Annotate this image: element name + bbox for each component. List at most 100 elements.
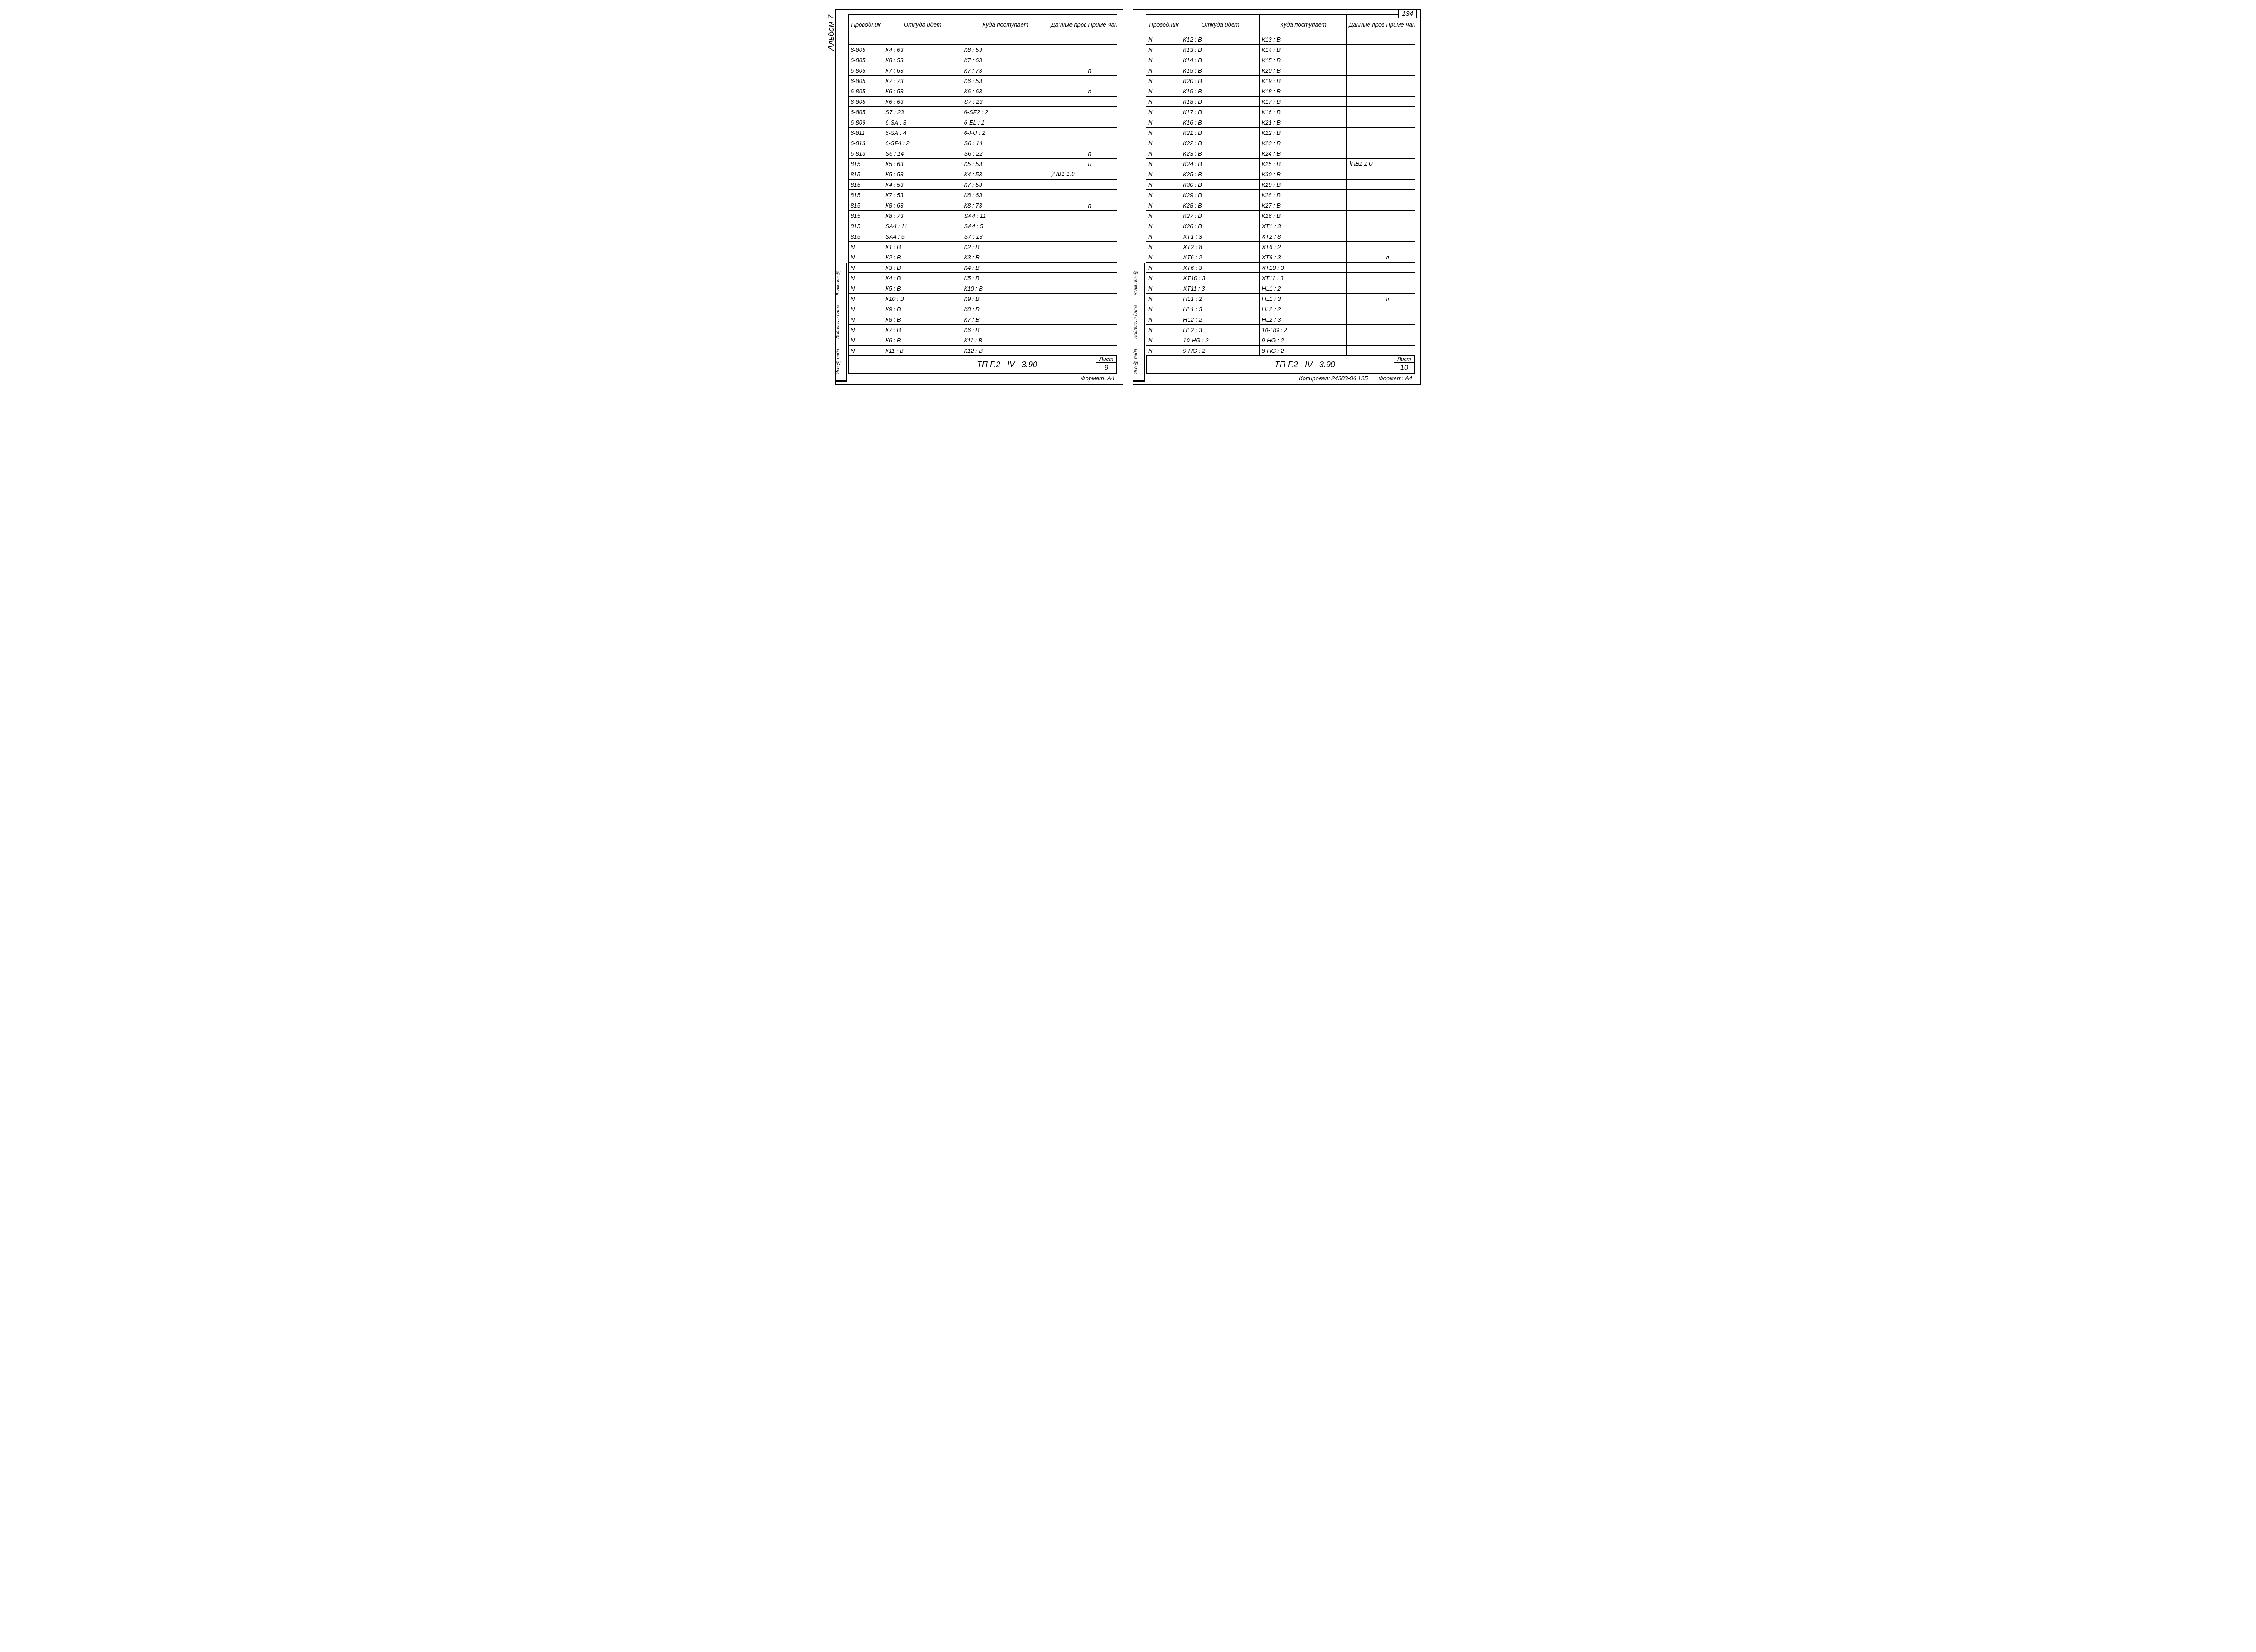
table-row: NК21 : ВК22 : В [1146,128,1415,138]
table-cell: XT1 : 3 [1260,221,1347,231]
title-block-spacer [849,356,918,373]
table-cell: К7 : 73 [962,65,1049,76]
table-cell: К28 : В [1181,200,1260,211]
table-cell [1347,283,1384,294]
table-row: 6-805К4 : 63К8 : 53 [849,45,1117,55]
table-row: NHL2 : 2HL2 : 3 [1146,314,1415,325]
table-cell [1384,128,1415,138]
table-row: 815SA4 : 5S7 : 13 [849,231,1117,242]
table-cell [1384,346,1415,356]
table-cell: N [1146,325,1181,335]
table-cell: XT10 : 3 [1181,273,1260,283]
table-cell [1347,200,1384,211]
table-cell [1384,65,1415,76]
table-cell [1086,128,1117,138]
table-cell: 6-809 [849,117,883,128]
table-cell: К15 : В [1181,65,1260,76]
table-cell: К12 : В [962,346,1049,356]
table-cell: 815 [849,231,883,242]
table-cell: N [849,325,883,335]
table-cell: К29 : В [1181,190,1260,200]
title-block-spacer [1147,356,1216,373]
table-cell: К22 : В [1181,138,1260,148]
table-row: NК28 : ВК27 : В [1146,200,1415,211]
header-from: Откуда идет [1181,15,1260,34]
table-cell: S6 : 22 [962,148,1049,159]
table-row: 815К8 : 63К8 : 73п [849,200,1117,211]
table-cell [1347,273,1384,283]
table-cell [1049,128,1086,138]
table-cell: К8 : 73 [883,211,962,221]
table-cell: N [1146,65,1181,76]
table-cell: К8 : В [962,304,1049,314]
table-cell: К8 : 63 [883,200,962,211]
table-row: NHL1 : 2HL1 : 3п [1146,294,1415,304]
footer-left: Формат: А4 [848,374,1117,382]
table-cell [1049,65,1086,76]
table-cell: К4 : В [883,273,962,283]
table-cell: К14 : В [1260,45,1347,55]
table-cell: 6-813 [849,148,883,159]
side-labels-left: Взам.инв.№ Подпись и дата Инв.№ подл. [835,263,847,382]
header-wire: Данные провода [1347,15,1384,34]
table-cell: К6 : В [962,325,1049,335]
table-row: NHL1 : 3HL2 : 2 [1146,304,1415,314]
table-row: 6-805К7 : 63К7 : 73п [849,65,1117,76]
table-cell: XT2 : 8 [1260,231,1347,242]
table-cell: К3 : В [962,252,1049,263]
table-cell [1384,55,1415,65]
table-row: NК4 : ВК5 : В [849,273,1117,283]
table-cell [1049,294,1086,304]
table-row: NК9 : ВК8 : В [849,304,1117,314]
table-cell: N [849,304,883,314]
table-cell [1049,273,1086,283]
table-cell: К7 : 63 [883,65,962,76]
table-cell: п [1086,148,1117,159]
sheet-number: 9 [1096,363,1116,373]
table-cell [849,34,883,45]
table-cell: N [1146,117,1181,128]
table-cell: К6 : 63 [883,97,962,107]
table-cell: К7 : В [962,314,1049,325]
table-row: NXT10 : 3XT11 : 3 [1146,273,1415,283]
table-cell: N [1146,231,1181,242]
header-to: Куда поступает [1260,15,1347,34]
table-cell: К26 : В [1181,221,1260,231]
table-row: NК8 : ВК7 : В [849,314,1117,325]
table-cell: К6 : 53 [962,76,1049,86]
table-cell: S6 : 14 [883,148,962,159]
table-cell: п [1086,159,1117,169]
table-cell [962,34,1049,45]
table-cell: 6-805 [849,107,883,117]
table-cell [1347,169,1384,180]
sheet-number: 10 [1394,363,1414,373]
table-cell [1049,200,1086,211]
table-cell: N [1146,86,1181,97]
wiring-table-right: Проводник Откуда идет Куда поступает Дан… [1146,14,1415,356]
table-cell: HL2 : 2 [1260,304,1347,314]
drawing-code: ТП Г.2 – IV – 3.90 [1216,356,1394,373]
table-cell [1086,221,1117,231]
table-cell [1086,335,1117,346]
table-cell [1384,325,1415,335]
table-cell: К12 : В [1181,34,1260,45]
table-row: NHL2 : 310-HG : 2 [1146,325,1415,335]
table-row: 6-8116-SA : 46-FU : 2 [849,128,1117,138]
table-cell: HL2 : 2 [1181,314,1260,325]
table-cell: 6-805 [849,65,883,76]
table-row: NXT2 : 8XT6 : 2 [1146,242,1415,252]
side-cell: Инв.№ подл. [1133,341,1144,381]
title-block-left: ТП Г.2 – IV – 3.90 Лист 9 [848,356,1117,374]
side-labels-right: Взам.инв.№ Подпись и дата Инв.№ подл. [1133,263,1145,382]
table-cell: К10 : В [962,283,1049,294]
table-cell: К15 : В [1260,55,1347,65]
title-block-right: ТП Г.2 – IV – 3.90 Лист 10 [1146,356,1415,374]
table-cell: К7 : 53 [962,180,1049,190]
table-cell: К30 : В [1181,180,1260,190]
table-cell [1347,65,1384,76]
table-cell [1086,231,1117,242]
table-cell: К17 : В [1181,107,1260,117]
table-cell: S7 : 13 [962,231,1049,242]
table-cell: К27 : В [1181,211,1260,221]
table-cell: п [1384,294,1415,304]
